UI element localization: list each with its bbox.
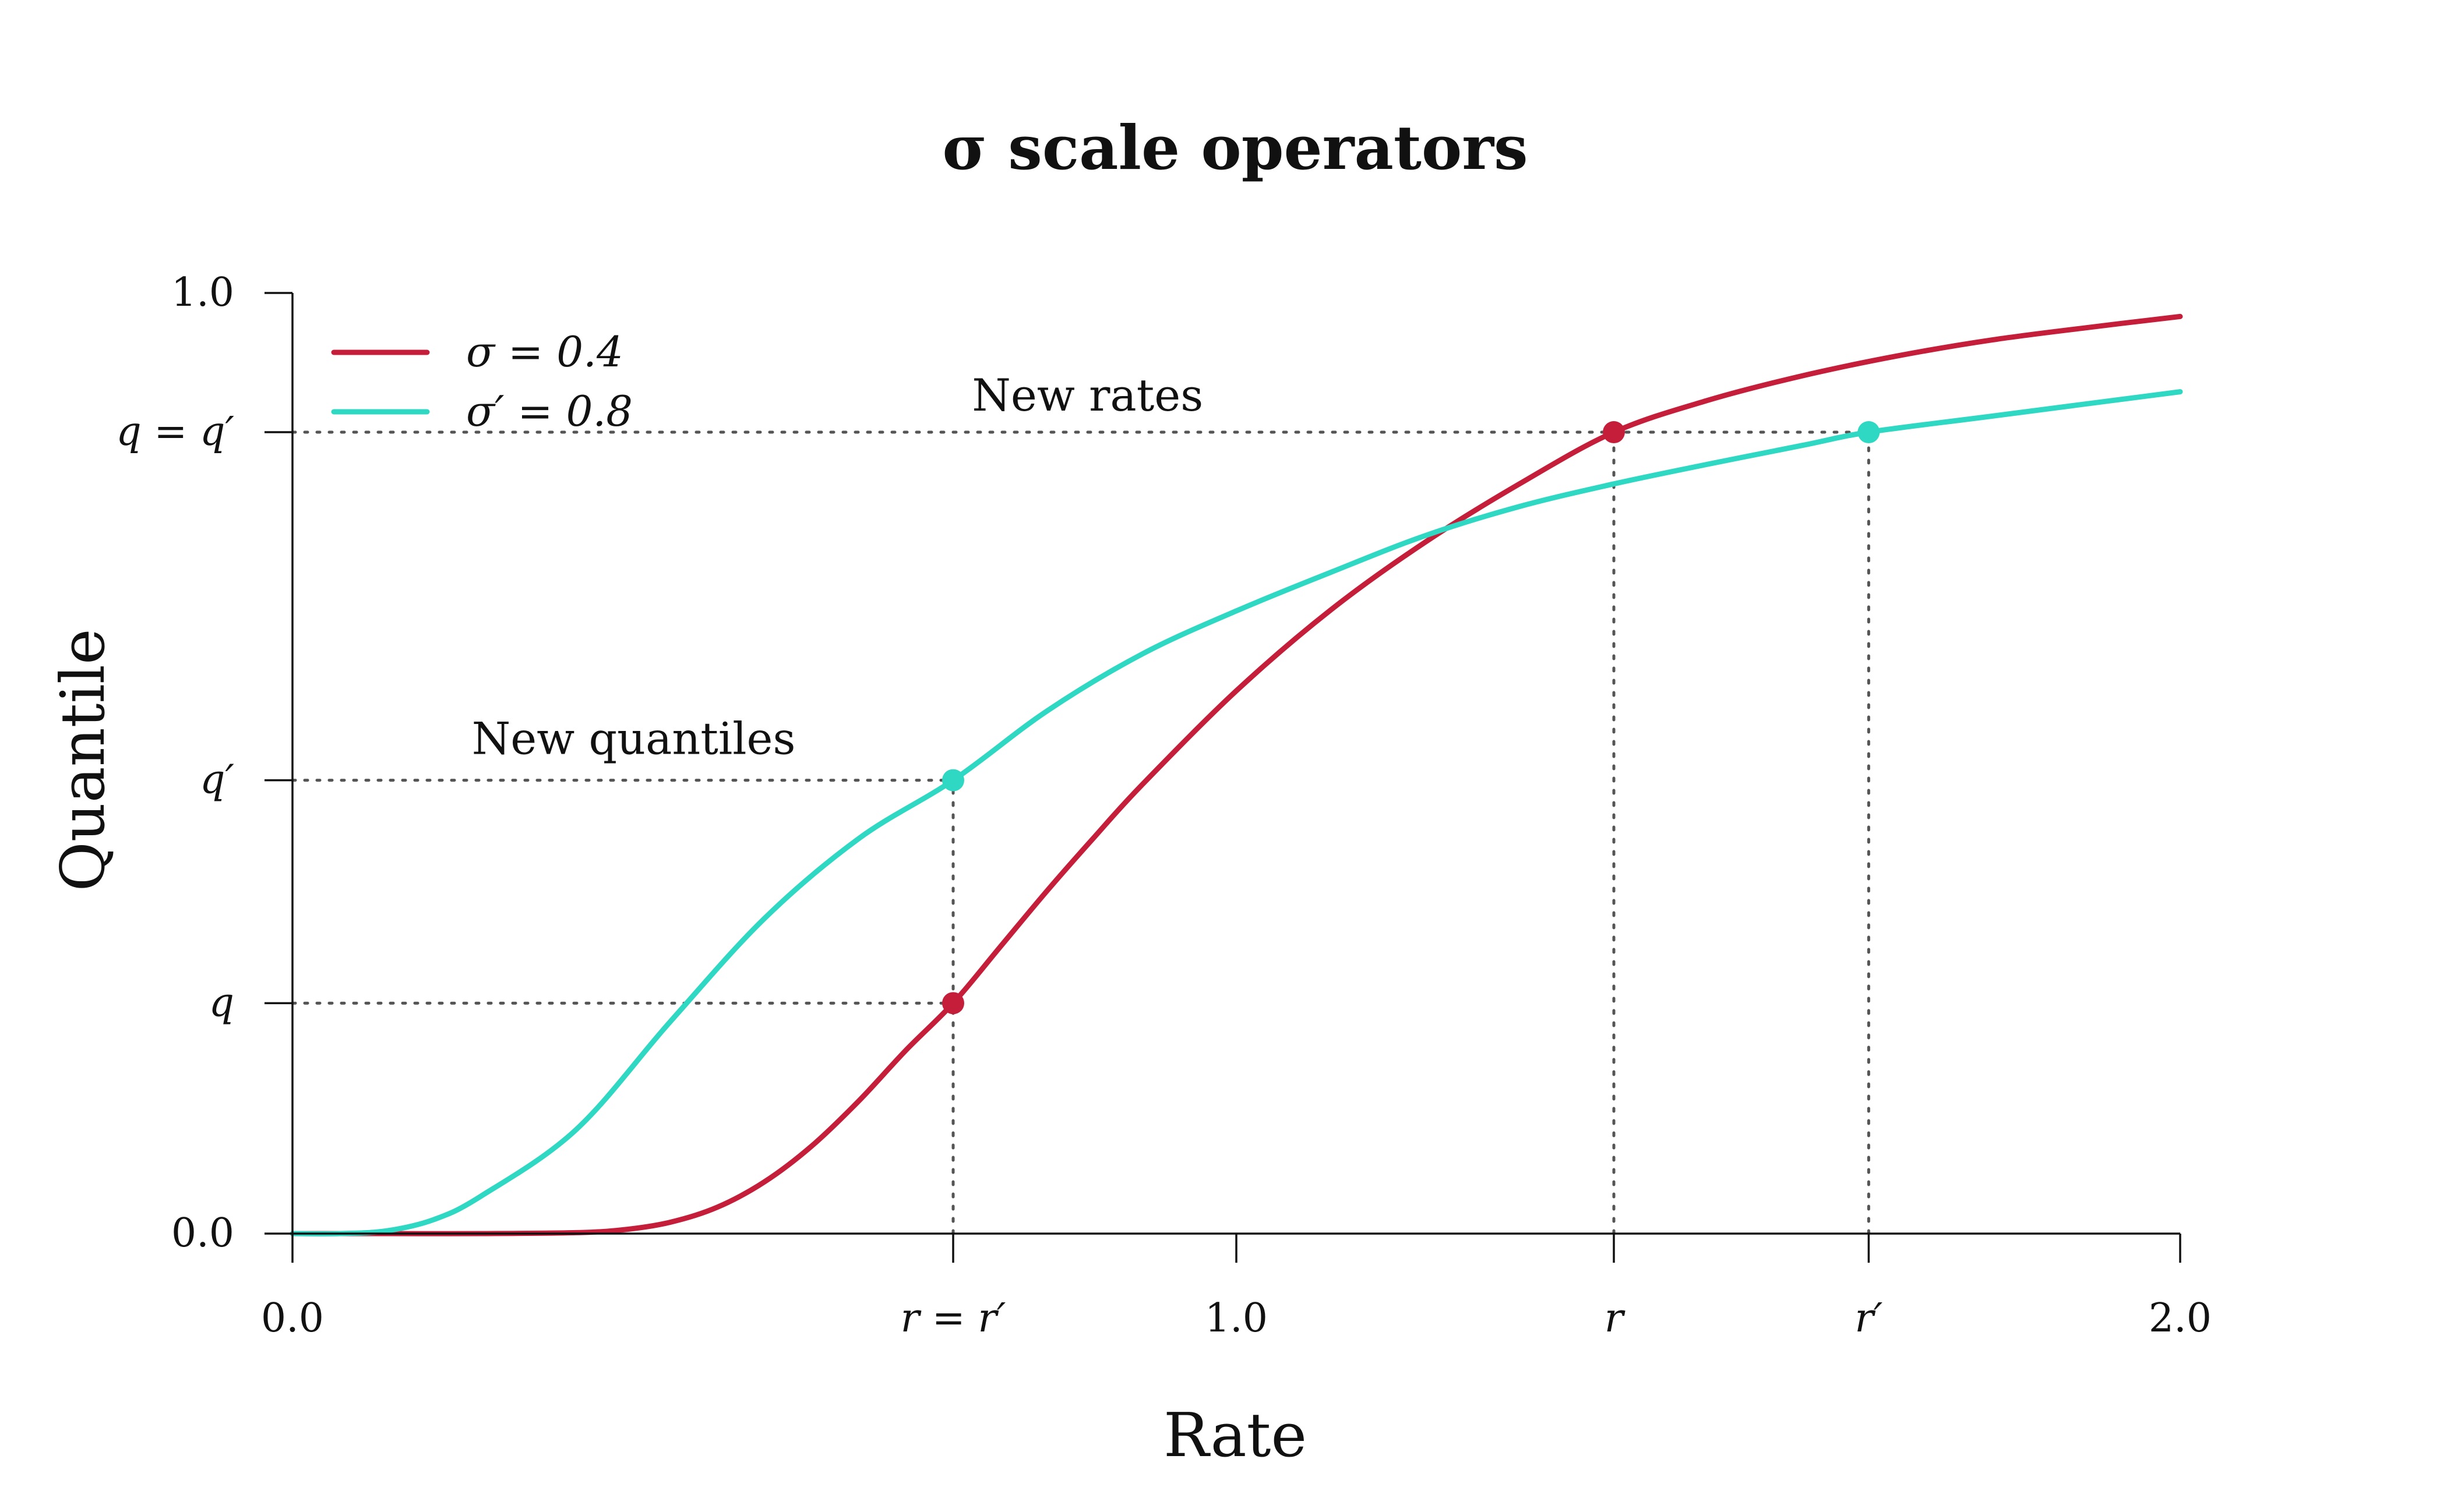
- x-tick-label-3: r: [1605, 1295, 1626, 1341]
- annotation-0: New quantiles: [472, 712, 796, 764]
- x-axis-title: Rate: [1163, 1400, 1307, 1471]
- x-ticks: 0.0 r = r′ 1.0 r r′ 2.0: [261, 1234, 2212, 1341]
- legend: σ = 0.4 σ′ = 0.8: [331, 327, 633, 436]
- y-tick-label-2: q′: [200, 757, 235, 803]
- legend-label-1: σ′ = 0.8: [466, 387, 633, 436]
- x-tick-label-1: r = r′: [901, 1295, 1006, 1341]
- y-tick-label-4: 1.0: [171, 270, 234, 316]
- series-line-0: [290, 313, 2183, 1237]
- reference-lines: [291, 430, 1870, 1235]
- y-tick-label-1: q: [209, 980, 234, 1026]
- y-tick-label-0: 0.0: [171, 1210, 234, 1256]
- annotations: New quantiles New rates: [472, 369, 1203, 764]
- x-tick-label-0: 0.0: [261, 1295, 324, 1341]
- series-line-1: [290, 389, 2183, 1237]
- data-point-1: [1603, 421, 1625, 444]
- y-ticks: 0.0 q q′ q = q′ 1.0: [116, 270, 292, 1256]
- highlight-points: [942, 421, 1880, 1015]
- data-point-2: [942, 769, 964, 792]
- y-axis-title: Quantile: [47, 628, 118, 891]
- chart-title: σ scale operators: [942, 112, 1528, 183]
- series-lines: [290, 313, 2183, 1237]
- legend-label-0: σ = 0.4: [466, 327, 623, 376]
- x-tick-label-4: r′: [1854, 1295, 1883, 1341]
- data-point-3: [1857, 421, 1880, 444]
- data-point-0: [942, 992, 964, 1015]
- x-tick-label-2: 1.0: [1205, 1295, 1268, 1341]
- x-tick-label-5: 2.0: [2149, 1295, 2212, 1341]
- annotation-1: New rates: [972, 369, 1203, 421]
- y-tick-label-3: q = q′: [116, 409, 234, 455]
